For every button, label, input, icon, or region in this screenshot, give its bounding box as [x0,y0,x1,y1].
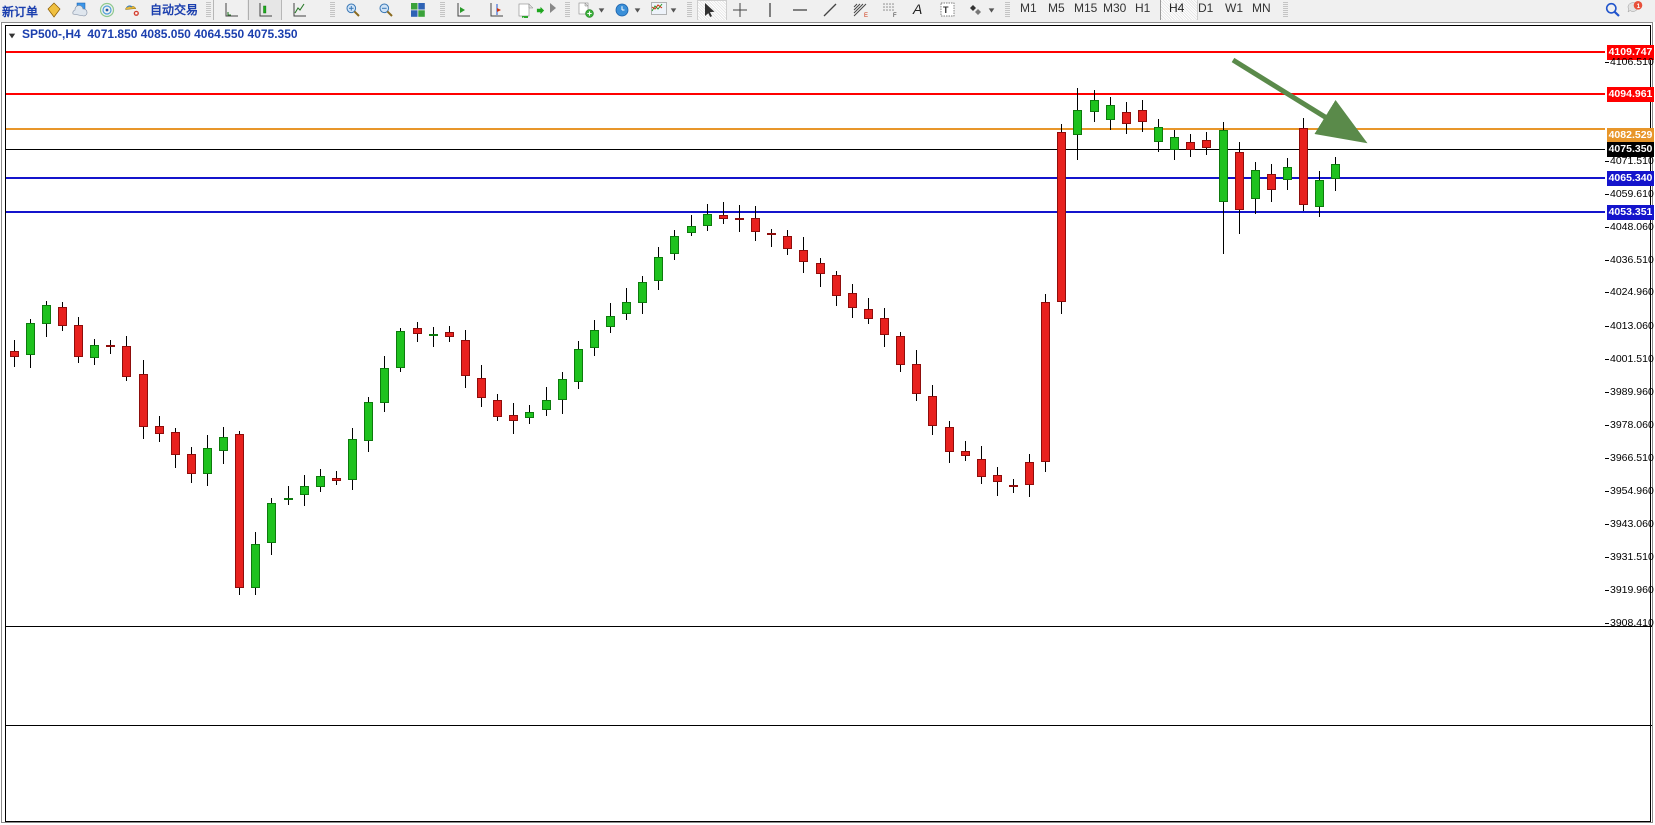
svg-text:F: F [893,13,897,18]
svg-text:1: 1 [1637,3,1641,10]
svg-text:T: T [943,5,949,15]
svg-text:E: E [864,13,868,18]
